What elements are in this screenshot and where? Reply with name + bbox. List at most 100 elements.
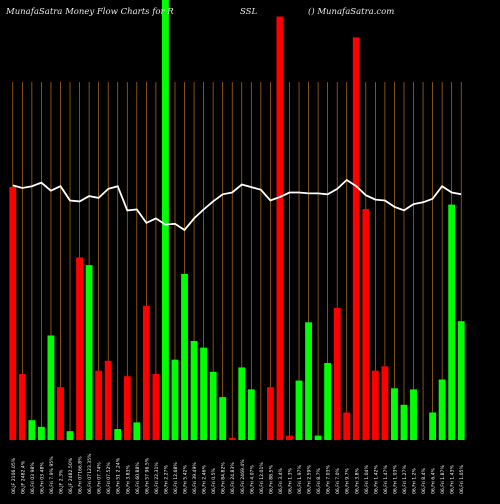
x-tick-label: 06,Fri 84.82%: [221, 462, 227, 494]
bar: [133, 422, 141, 440]
x-tick-label: 06,Fri 5.42%: [183, 465, 189, 494]
x-tick-label: 06,Fri 60.88%: [135, 462, 141, 494]
x-tick-label: 06,JF 2.3%: [58, 469, 64, 494]
x-tick-label: 06,Fri 3.83%: [125, 465, 131, 494]
x-tick-label: 06,JF 2482.50%: [68, 457, 74, 494]
x-tick-label: 06,Fri 1.87%: [440, 465, 446, 494]
bar: [429, 412, 437, 440]
bar: [18, 374, 26, 440]
bar: [286, 435, 293, 440]
bar: [171, 359, 179, 440]
x-tick-label: 06,Fri 1.3%: [287, 467, 293, 494]
x-tick-label: 06,Fri 12.68%: [173, 462, 179, 494]
bar: [190, 341, 198, 440]
bar: [410, 389, 417, 440]
bar: [181, 273, 188, 440]
bar: [209, 371, 217, 440]
chart-title: MunafaSatra Money Flow Charts for R: [6, 7, 174, 17]
bar: [162, 0, 169, 440]
bar: [371, 370, 379, 440]
bar: [200, 347, 208, 440]
x-tick-label: 06,Fri 4.07%: [249, 465, 255, 494]
bar: [76, 257, 83, 440]
bar: [47, 335, 55, 440]
bar: [438, 379, 446, 440]
x-tick-label: 06,Fri 7.03%: [326, 465, 332, 494]
x-tick-label: 06,Fri 51 2.24%: [116, 457, 122, 494]
bar: [219, 397, 227, 440]
x-tick-label: 06,Fri 12.01%: [259, 462, 265, 494]
x-tick-label: 06,Fri 57 96.5%: [144, 457, 150, 494]
x-tick-label: 06,Fri 07166.8%: [78, 456, 84, 494]
bar: [85, 265, 93, 440]
bar: [305, 322, 312, 440]
bar: [114, 429, 122, 440]
bar: [324, 363, 332, 440]
x-tick-label: 06,Fri 8.7%: [316, 467, 322, 494]
bar: [448, 204, 456, 440]
x-tick-label: 06,JF 2106.05%: [11, 457, 17, 494]
x-tick-label: 06,Fri 9.7%: [345, 467, 351, 494]
bar: [37, 426, 45, 440]
x-tick-label: 06,Fri 1.2%: [412, 467, 418, 494]
bar: [247, 389, 255, 440]
x-tick-label: 06,Fri 1.04%: [364, 465, 370, 494]
x-tick-label: 06,Fri 1.97%: [297, 465, 303, 494]
bar: [28, 420, 36, 440]
x-tick-label: 06,Fri 0.5%: [211, 467, 217, 494]
x-tick-label: 06,Fri 2.59%: [307, 465, 313, 494]
bar: [457, 321, 465, 440]
x-tick-label: 06,Fri 1.03%: [392, 465, 398, 494]
bar: [333, 308, 341, 440]
bar: [95, 370, 103, 440]
chart-title-site: () MunafaSatra.com: [308, 7, 395, 17]
x-tick-label: 06,Fri 3.8%: [354, 467, 360, 494]
bar: [314, 435, 322, 440]
bar: [66, 431, 74, 440]
bar: [343, 412, 351, 440]
x-tick-label: 06,Fri 22.31%: [154, 462, 160, 494]
x-tick-label: 06,Fri 24.83%: [230, 462, 236, 494]
x-tick-label: 06,Fri 39.49%: [192, 462, 198, 494]
bar: [9, 187, 17, 440]
bar: [228, 437, 236, 440]
money-flow-line: [12, 178, 462, 232]
x-tick-label: 06,Fri 8.4%: [421, 467, 427, 494]
x-tick-label: 06,Fri 6.4%: [431, 467, 437, 494]
bar: [362, 209, 370, 440]
x-tick-label: 06,Fri 07123.35%: [87, 453, 93, 494]
bar: [391, 388, 398, 440]
x-tick-label: 06,Fri 1.27%: [402, 465, 408, 494]
x-tick-label: 06,Fri 07.74%: [97, 462, 103, 494]
x-tick-label: 06,Fri 1.47%: [383, 465, 389, 494]
bar: [400, 404, 408, 440]
bar: [152, 374, 160, 440]
x-tick-label: 06,JF 2482.4%: [20, 460, 26, 494]
bar: [104, 360, 112, 440]
bar: [123, 376, 131, 440]
x-tick-label: 06,Fri 07.52%: [106, 462, 112, 494]
x-tick-label: 06,Fri 1.05%: [459, 465, 465, 494]
bar: [276, 16, 284, 440]
bar: [381, 366, 389, 440]
x-tick-label: 06,Fri 2.46%: [202, 465, 208, 494]
chart-title-symbol: SSL: [240, 7, 258, 17]
bar: [142, 305, 150, 440]
x-tick-label: 06,Fri 1.43%: [450, 465, 456, 494]
bar: [295, 380, 303, 440]
x-tick-label: 06,Fri 3.4%: [278, 467, 284, 494]
x-tick-label: 06,Fri 03 98%: [30, 462, 36, 494]
bar: [238, 367, 246, 440]
bar: [266, 387, 274, 440]
x-tick-label: 06,Fri 7.0%: [335, 467, 341, 494]
x-tick-label: 06,Fri 03 48%: [39, 462, 45, 494]
x-tick-label: 06,Fri 7.9% 95%: [49, 456, 55, 494]
bar: [352, 37, 360, 441]
x-tick-label: 06,Fri 2.27%: [163, 465, 169, 494]
x-tick-label: 06,Fri 2469.4%: [240, 459, 246, 494]
x-tick-label: 06,Fri 88.5%: [268, 465, 274, 494]
x-tick-label: 06,Fri 1.42%: [373, 465, 379, 494]
bar: [57, 387, 64, 440]
